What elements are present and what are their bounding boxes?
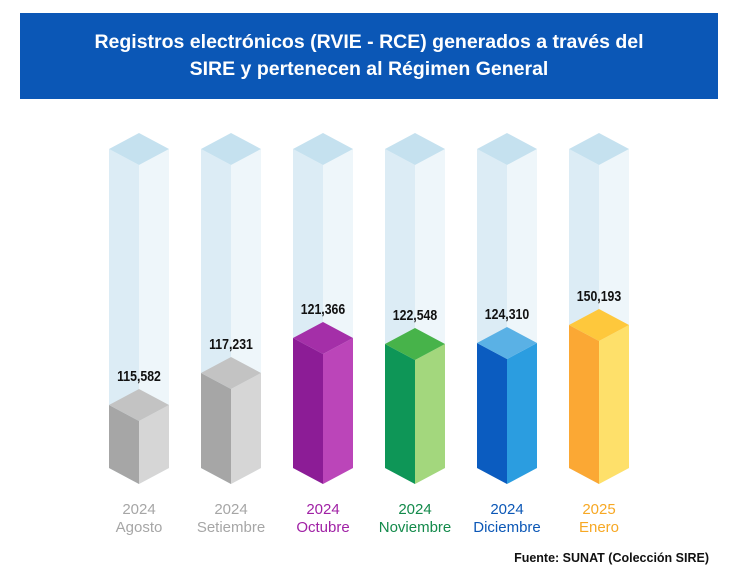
bar-1-top-face [201, 357, 261, 389]
category-month-5: Enero [579, 519, 619, 536]
ghost-column-4-top-face [477, 133, 537, 165]
category-year-0: 2024 [122, 501, 155, 518]
chart-title-line-2: SIRE y pertenecen al Régimen General [189, 58, 549, 80]
category-month-1: Setiembre [197, 519, 265, 536]
category-year-4: 2024 [490, 501, 523, 518]
value-label-1: 117,231 [209, 336, 253, 352]
category-month-3: Noviembre [379, 519, 452, 536]
bar-5-left-face [569, 325, 599, 484]
value-label-2: 121,366 [301, 301, 346, 317]
ghost-column-0-top-face [109, 133, 169, 165]
bar-5-right-face [599, 325, 629, 484]
ghost-column-5-top-face [569, 133, 629, 165]
bar-0-top-face [109, 389, 169, 421]
bar-0-right-face [139, 405, 169, 484]
category-year-5: 2025 [582, 501, 615, 518]
bar-2-left-face [293, 338, 323, 484]
value-label-3: 122,548 [393, 307, 438, 323]
bar-3-top-face [385, 328, 445, 360]
chart-title-line-1: Registros electrónicos (RVIE - RCE) gene… [94, 31, 644, 53]
bar-4-left-face [477, 343, 507, 484]
ghost-column-2-top-face [293, 133, 353, 165]
bar-5-top-face [569, 309, 629, 341]
category-year-3: 2024 [398, 501, 431, 518]
chart-title: Registros electrónicos (RVIE - RCE) gene… [20, 13, 718, 99]
value-label-0: 115,582 [117, 368, 161, 384]
source-note: Fuente: SUNAT (Colección SIRE) [514, 551, 709, 565]
bar-2-right-face [323, 338, 353, 484]
bar-4-right-face [507, 343, 537, 484]
bar-4-top-face [477, 327, 537, 359]
bar-1-right-face [231, 373, 261, 484]
bar-1-left-face [201, 373, 231, 484]
category-month-2: Octubre [296, 519, 349, 536]
bar-2-top-face [293, 322, 353, 354]
bar-0-left-face [109, 405, 139, 484]
category-month-4: Diciembre [473, 519, 541, 536]
value-label-4: 124,310 [485, 306, 530, 322]
category-month-0: Agosto [116, 519, 163, 536]
ghost-column-3-top-face [385, 133, 445, 165]
value-label-5: 150,193 [577, 288, 622, 304]
bar-3-right-face [415, 344, 445, 484]
category-year-2: 2024 [306, 501, 339, 518]
category-year-1: 2024 [214, 501, 247, 518]
bar-3-left-face [385, 344, 415, 484]
ghost-column-1-top-face [201, 133, 261, 165]
